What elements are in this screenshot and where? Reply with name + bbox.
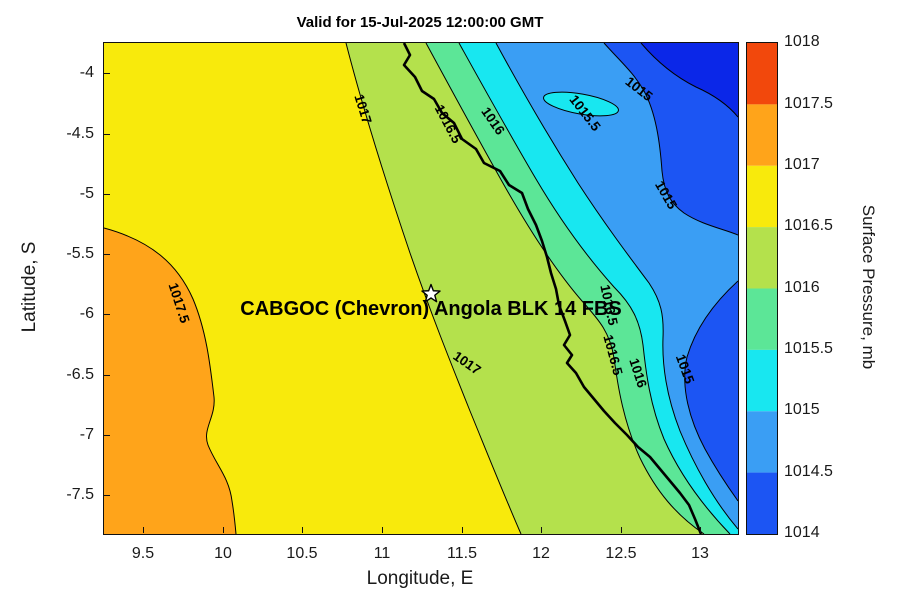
y-tick-mark bbox=[104, 495, 110, 496]
y-tick-label: -5.5 bbox=[66, 245, 94, 262]
colorbar-tick-label: 1015.5 bbox=[784, 340, 833, 357]
contour-1016 bbox=[458, 43, 731, 534]
y-tick-label: -6 bbox=[79, 305, 94, 322]
x-tick-mark bbox=[462, 527, 463, 533]
y-tick-mark bbox=[104, 254, 110, 255]
contour-1017 bbox=[345, 43, 522, 534]
band-royal-blue-lens bbox=[684, 281, 738, 501]
colorbar-tick-label: 1018 bbox=[784, 33, 820, 50]
x-tick-mark bbox=[541, 527, 542, 533]
contour-1016p5 bbox=[425, 43, 705, 534]
x-tick-label: 10 bbox=[214, 545, 232, 562]
x-tick-mark bbox=[302, 527, 303, 533]
colorbar-band bbox=[747, 472, 777, 534]
colorbar-axis-label: Surface Pressure, mb bbox=[859, 204, 878, 370]
x-tick-label: 9.5 bbox=[131, 545, 155, 562]
y-tick-label: -7.5 bbox=[66, 486, 94, 503]
colorbar-svg bbox=[747, 43, 777, 534]
x-tick-label: 12 bbox=[532, 545, 550, 562]
y-tick-mark bbox=[104, 435, 110, 436]
plot-area: CABGOC (Chevron) Angola BLK 14 FBS 1017 … bbox=[103, 42, 739, 535]
colorbar-tick-label: 1016.5 bbox=[784, 217, 833, 234]
figure-title: Valid for 15-Jul-2025 12:00:00 GMT bbox=[296, 14, 544, 31]
y-tick-label: -4.5 bbox=[66, 125, 94, 142]
colorbar-tick-label: 1016 bbox=[784, 279, 820, 296]
colorbar-tick-label: 1015 bbox=[784, 401, 820, 418]
band-orange-southwest bbox=[104, 228, 236, 534]
contour-1015p5 bbox=[495, 43, 738, 530]
band-cyan-tongue bbox=[543, 91, 619, 117]
contour-map-svg: CABGOC (Chevron) Angola BLK 14 FBS bbox=[104, 43, 738, 534]
contour-1015-upper bbox=[603, 43, 738, 236]
y-tick-label: -7 bbox=[79, 426, 94, 443]
colorbar-band bbox=[747, 288, 777, 350]
colorbar-band bbox=[747, 227, 777, 289]
x-tick-mark bbox=[700, 527, 701, 533]
y-tick-mark bbox=[104, 314, 110, 315]
station-label: CABGOC (Chevron) Angola BLK 14 FBS bbox=[240, 298, 622, 320]
x-tick-mark bbox=[621, 527, 622, 533]
x-tick-label: 11.5 bbox=[447, 545, 477, 562]
colorbar-tick-label: 1014.5 bbox=[784, 463, 833, 480]
colorbar-tick-label: 1017 bbox=[784, 156, 820, 173]
y-tick-label: -5 bbox=[79, 185, 94, 202]
colorbar-tick-label: 1017.5 bbox=[784, 95, 833, 112]
x-tick-mark bbox=[223, 527, 224, 533]
y-tick-mark bbox=[104, 73, 110, 74]
x-tick-mark bbox=[143, 527, 144, 533]
colorbar-band bbox=[747, 349, 777, 412]
colorbar-band bbox=[747, 104, 777, 166]
band-deep-blue-corner bbox=[641, 43, 738, 117]
colorbar-band bbox=[747, 43, 777, 105]
y-axis-label: Latitude, S bbox=[19, 241, 40, 333]
y-tick-mark bbox=[104, 375, 110, 376]
colorbar-tick-label: 1014 bbox=[784, 524, 820, 541]
contour-1014p5 bbox=[640, 43, 738, 118]
colorbar bbox=[746, 42, 778, 535]
x-axis-label: Longitude, E bbox=[366, 568, 474, 589]
y-tick-label: -6.5 bbox=[66, 366, 94, 383]
y-tick-mark bbox=[104, 194, 110, 195]
x-tick-label: 12.5 bbox=[605, 545, 637, 562]
x-tick-mark bbox=[382, 527, 383, 533]
y-tick-label: -4 bbox=[79, 64, 94, 81]
colorbar-band bbox=[747, 411, 777, 473]
x-tick-label: 13 bbox=[691, 545, 709, 562]
contour-1015-lower bbox=[684, 280, 738, 502]
contour-1017p5 bbox=[104, 227, 237, 534]
x-tick-label: 11 bbox=[373, 545, 391, 562]
x-tick-label: 10.5 bbox=[286, 545, 318, 562]
colorbar-band bbox=[747, 165, 777, 228]
station-star-marker bbox=[421, 283, 441, 303]
y-tick-mark bbox=[104, 134, 110, 135]
coastline-path bbox=[402, 43, 703, 534]
